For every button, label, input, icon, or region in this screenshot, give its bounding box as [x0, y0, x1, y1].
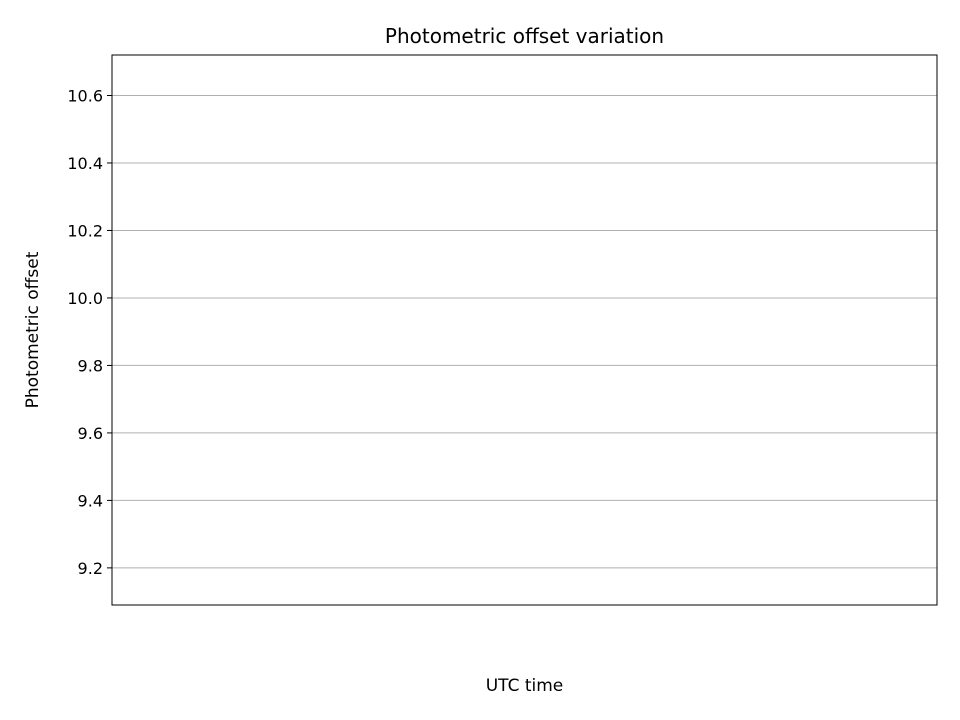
y-tick-label: 9.4	[78, 491, 103, 510]
chart-title: Photometric offset variation	[385, 24, 664, 48]
x-axis-title: UTC time	[486, 676, 564, 696]
y-axis-title: Photometric offset	[23, 251, 43, 408]
y-tick-label: 10.2	[67, 221, 103, 240]
y-tick-label: 9.8	[78, 356, 103, 375]
y-tick-label: 10.4	[67, 154, 103, 173]
y-tick-label: 10.6	[67, 86, 103, 105]
y-axis-ticks: 9.2 9.4 9.6 9.8 10.0 10.2 10.4 10.6	[67, 86, 112, 578]
grid-layer	[112, 94, 937, 569]
y-tick-label: 9.6	[78, 424, 103, 443]
y-tick-label: 10.0	[67, 289, 103, 308]
y-tick-label: 9.2	[78, 559, 103, 578]
plot-frame	[111, 54, 938, 606]
